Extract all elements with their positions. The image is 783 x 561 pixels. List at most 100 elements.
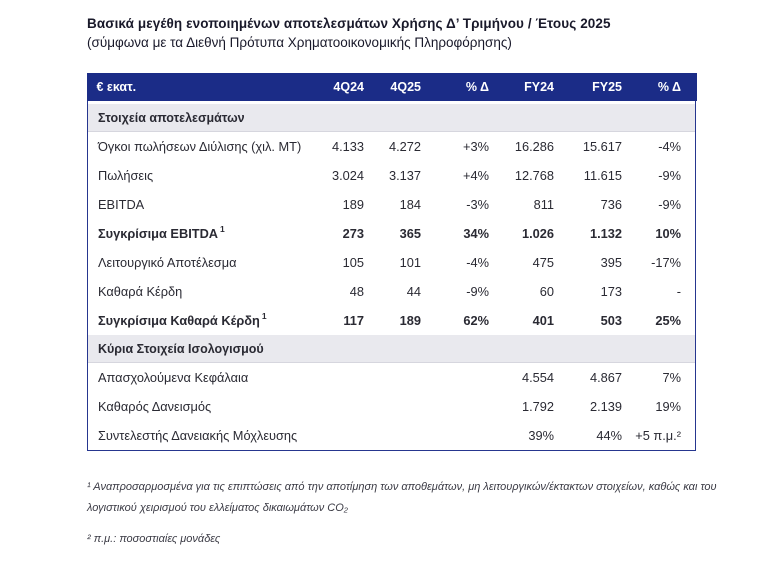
table-row: EBITDA 189 184 -3% 811 736 -9% (88, 190, 695, 219)
value-cell: 34% (463, 226, 489, 241)
value-cell: 395 (600, 255, 622, 270)
row-label: Συγκρίσιμα Καθαρά Κέρδη (98, 313, 260, 328)
value-cell: 48 (349, 284, 364, 299)
row-label-cell: Απασχολούμενα Κεφάλαια (88, 370, 302, 385)
column-header: % Δ (657, 80, 681, 94)
table-row: Συγκρίσιμα Καθαρά Κέρδη 1 117 189 62% 401 503 2… (88, 306, 695, 335)
value-cell: 2.139 (589, 399, 622, 414)
footnotes: ¹ Αναπροσαρμοσμένα για τις επιπτώσεις απ… (87, 477, 735, 550)
value-cell: 117 (343, 313, 364, 328)
value-cell: 189 (342, 197, 364, 212)
table-row: Καθαρά Κέρδη 48 44 -9% 60 173 - (88, 277, 695, 306)
value-cell: 10% (655, 226, 681, 241)
value-cell: 4.272 (388, 139, 421, 154)
row-label-cell: Όγκοι πωλήσεων Διύλισης (χιλ. ΜΤ) (88, 139, 302, 154)
footnote: ¹ Αναπροσαρμοσμένα για τις επιπτώσεις απ… (87, 481, 717, 514)
row-label: Συγκρίσιμα EBITDA (98, 226, 219, 241)
value-cell: 1.026 (521, 226, 554, 241)
column-header: FY25 (592, 80, 622, 94)
value-cell: 173 (600, 284, 622, 299)
table-row: Όγκοι πωλήσεων Διύλισης (χιλ. ΜΤ) 4.133 4.… (88, 132, 695, 161)
value-cell: 25% (655, 313, 681, 328)
value-cell: -9% (658, 197, 681, 212)
section-title: Στοιχεία αποτελεσμάτων (98, 110, 245, 125)
row-label-cell: Συγκρίσιμα EBITDA 1 (88, 226, 302, 241)
footnote-ref: 1 (261, 313, 267, 321)
row-label-cell: Πωλήσεις (88, 168, 302, 183)
value-cell: 503 (600, 313, 622, 328)
column-header: 4Q25 (390, 80, 421, 94)
row-label: Καθαρά Κέρδη (98, 284, 183, 299)
footnote-ref: 1 (220, 226, 225, 234)
value-cell: 101 (399, 255, 421, 270)
row-label-cell: Καθαρός Δανεισμός (88, 399, 302, 414)
row-label: Καθαρός Δανεισμός (98, 399, 212, 414)
value-cell: 7% (662, 370, 682, 385)
table-row: Καθαρός Δανεισμός 1.792 2.139 19% (88, 392, 695, 421)
page-subtitle: (σύμφωνα με τα Διεθνή Πρότυπα Χρηματοοικ… (87, 35, 512, 50)
page-title: Βασικά μεγέθη ενοποιημένων αποτελεσμάτων… (87, 16, 611, 31)
results-table: € εκατ. 4Q24 4Q25 % Δ FY24 FY25 % Δ Στοιχεία … (86, 73, 697, 451)
row-label-cell: EBITDA (88, 197, 302, 212)
section-header-row: Στοιχεία αποτελεσμάτων (88, 104, 695, 132)
value-cell: -9% (658, 168, 681, 183)
table-body: Στοιχεία αποτελεσμάτων Όγκοι πωλήσεων Διύ… (88, 104, 695, 450)
table-header-row: € εκατ. 4Q24 4Q25 % Δ FY24 FY25 % Δ (86, 73, 697, 101)
value-cell: 401 (532, 313, 554, 328)
value-cell: -4% (466, 255, 489, 270)
value-cell: 273 (342, 226, 364, 241)
value-cell: 1.792 (521, 399, 554, 414)
value-cell: 12.768 (514, 168, 554, 183)
value-cell: 4.867 (589, 370, 622, 385)
table-row: Συντελεστής Δανειακής Μόχλευσης 39% 44% +5 … (88, 421, 695, 450)
row-label: Όγκοι πωλήσεων Διύλισης (χιλ. ΜΤ) (98, 139, 302, 154)
value-cell: 736 (600, 197, 622, 212)
value-cell: 11.615 (583, 168, 622, 183)
footnote: ² π.μ.: ποσοστιαίες μονάδες (87, 533, 221, 545)
value-cell: 3.024 (331, 168, 364, 183)
value-cell: 44 (406, 284, 421, 299)
value-cell: +4% (463, 168, 489, 183)
section-title: Κύρια Στοιχεία Ισολογισμού (98, 341, 264, 356)
value-cell: 4.133 (331, 139, 364, 154)
value-cell: 475 (532, 255, 554, 270)
row-label-cell: Συγκρίσιμα Καθαρά Κέρδη 1 (88, 313, 302, 328)
row-label: Απασχολούμενα Κεφάλαια (98, 370, 249, 385)
row-label-cell: Καθαρά Κέρδη (88, 284, 302, 299)
value-cell: -9% (466, 284, 489, 299)
table-row: Πωλήσεις 3.024 3.137 +4% 12.768 11.615 -9% (88, 161, 695, 190)
value-cell: -17% (651, 255, 681, 270)
section-header-row: Κύρια Στοιχεία Ισολογισμού (88, 335, 695, 363)
value-cell: 1.132 (589, 226, 622, 241)
value-cell: - (676, 284, 681, 299)
value-cell: 189 (399, 313, 421, 328)
value-cell: 105 (342, 255, 364, 270)
value-cell: +3% (463, 139, 489, 154)
table-row: Συγκρίσιμα EBITDA 1 273 365 34% 1.026 1.132 10% (88, 219, 695, 248)
row-label: EBITDA (98, 197, 145, 212)
row-label-cell: Συντελεστής Δανειακής Μόχλευσης (88, 428, 302, 443)
value-cell: 62% (463, 313, 489, 328)
table-row: Λειτουργικό Αποτέλεσμα 105 101 -4% 475 395 -17… (88, 248, 695, 277)
unit-label: € εκατ. (96, 80, 137, 94)
column-header: FY24 (524, 80, 554, 94)
value-cell: 39% (528, 428, 554, 443)
value-cell: 16.286 (514, 139, 554, 154)
column-header: % Δ (465, 80, 489, 94)
value-cell: -3% (466, 197, 489, 212)
value-cell: -4% (658, 139, 681, 154)
value-cell: +5 π.μ.² (635, 428, 681, 443)
row-label: Συντελεστής Δανειακής Μόχλευσης (98, 428, 298, 443)
value-cell: 44% (596, 428, 622, 443)
row-label: Πωλήσεις (98, 168, 154, 183)
value-cell: 15.617 (582, 139, 622, 154)
document-page: Βασικά μεγέθη ενοποιημένων αποτελεσμάτων… (86, 14, 717, 561)
value-cell: 365 (399, 226, 421, 241)
value-cell: 60 (539, 284, 554, 299)
table-row: Απασχολούμενα Κεφάλαια 4.554 4.867 7% (88, 363, 695, 392)
value-cell: 19% (655, 399, 681, 414)
row-label: Λειτουργικό Αποτέλεσμα (98, 255, 237, 270)
value-cell: 4.554 (521, 370, 554, 385)
value-cell: 184 (399, 197, 421, 212)
column-header: 4Q24 (333, 80, 364, 94)
